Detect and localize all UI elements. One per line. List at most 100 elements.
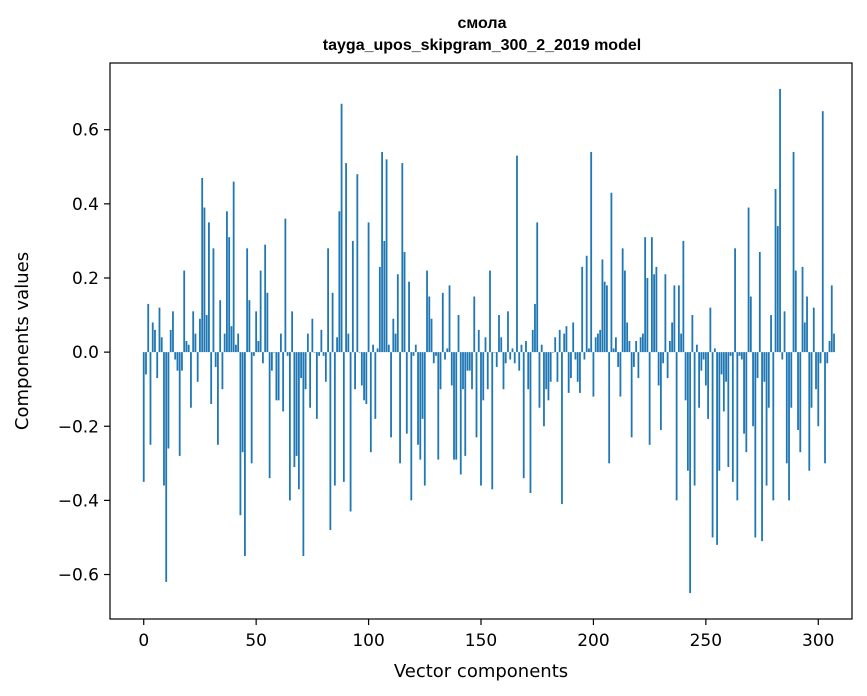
bar [466, 352, 469, 371]
bar [554, 337, 557, 353]
bar [214, 352, 217, 367]
bar [151, 322, 154, 353]
x-tick-label: 0 [138, 631, 149, 651]
bar [792, 151, 795, 353]
bar [464, 352, 467, 456]
bar [830, 285, 833, 353]
bar [399, 352, 401, 464]
y-axis-label: Components values [12, 252, 33, 430]
bar [165, 352, 168, 582]
x-tick-label: 150 [465, 631, 497, 651]
bar [160, 337, 163, 353]
bar [754, 352, 757, 538]
bar [167, 352, 170, 449]
bar [518, 352, 521, 371]
bar [241, 352, 244, 453]
bar [275, 352, 278, 401]
bar [565, 326, 568, 353]
bar [511, 348, 514, 353]
bar [163, 352, 165, 486]
bar [257, 341, 260, 353]
bar [262, 352, 264, 364]
bar [169, 329, 172, 353]
bar [403, 252, 406, 353]
bar [237, 333, 240, 353]
bar [444, 352, 446, 360]
bar [536, 222, 539, 353]
bar [516, 155, 518, 353]
bar [495, 352, 498, 367]
bar [572, 322, 575, 353]
bar [383, 240, 386, 353]
bar [673, 285, 676, 353]
bar [765, 352, 768, 486]
bar [538, 352, 541, 408]
bar [158, 307, 161, 353]
bar [205, 315, 208, 353]
bar [390, 352, 392, 438]
bar [635, 341, 638, 353]
bar [405, 352, 408, 434]
bar [313, 352, 316, 353]
bar [300, 352, 303, 379]
bar [376, 348, 379, 353]
bar [513, 352, 516, 364]
bar [374, 352, 377, 419]
bar [302, 352, 305, 556]
bar [725, 352, 727, 382]
bar [574, 352, 577, 360]
bar [185, 341, 188, 353]
bar [408, 281, 410, 353]
bar [531, 329, 534, 353]
bar [729, 352, 732, 356]
bar [439, 352, 442, 390]
bar [266, 292, 269, 353]
bar [304, 352, 307, 390]
bars-group [142, 88, 835, 594]
bar [297, 352, 300, 490]
bar [785, 352, 788, 464]
bar [426, 270, 428, 353]
bar [210, 352, 213, 405]
bar [208, 222, 210, 353]
bar [628, 341, 631, 353]
bar [201, 177, 204, 353]
bar [806, 296, 808, 353]
bar [543, 352, 545, 427]
x-axis-ticks: 0 50 100 150 200 250 300 [138, 619, 834, 651]
bar [284, 218, 287, 353]
bar [788, 352, 790, 501]
bar [738, 352, 741, 356]
y-tick-label: −0.4 [58, 491, 99, 511]
bar [525, 341, 527, 353]
bar [520, 344, 523, 353]
bar [417, 352, 419, 445]
bar [147, 303, 150, 353]
bar [347, 333, 350, 353]
bar [799, 352, 802, 453]
bar [230, 326, 233, 353]
bar [758, 252, 761, 353]
bar [500, 337, 503, 353]
bar [342, 352, 345, 482]
bar [486, 352, 489, 390]
bar [378, 266, 381, 353]
bar [286, 352, 289, 356]
bar [626, 322, 629, 353]
bar [599, 329, 602, 353]
bar [630, 352, 633, 438]
bar [668, 341, 671, 353]
bar [142, 352, 145, 482]
bar [801, 266, 804, 353]
bar [585, 255, 588, 353]
bar [277, 352, 280, 401]
bar [767, 352, 770, 408]
bar [423, 352, 426, 486]
bar [156, 352, 159, 379]
bar [504, 352, 507, 364]
bar [783, 311, 786, 353]
bar [597, 333, 599, 353]
bar [246, 248, 249, 353]
x-tick-label: 200 [577, 631, 609, 651]
bar [781, 352, 784, 360]
